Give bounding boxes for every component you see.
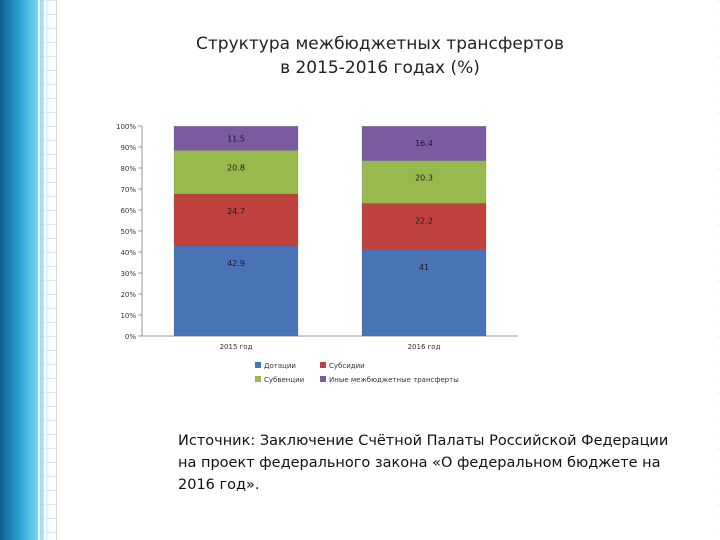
decorative-stripe	[38, 0, 40, 540]
chart-title-line1: Структура межбюджетных трансфертов	[196, 34, 564, 54]
stacked-bar-chart: 0% 10% 20% 30% 40% 50% 60% 70% 80% 90% 100% 42.9 24.…	[116, 123, 518, 384]
y-tick-label: 40%	[120, 249, 136, 257]
legend-swatch	[255, 362, 261, 368]
chart-title: Структура межбюджетных трансфертов в 201…	[150, 32, 610, 80]
data-label: 24.7	[227, 207, 245, 216]
data-label: 42.9	[227, 259, 245, 268]
legend-label: Субвенции	[264, 376, 304, 384]
y-tick-label: 50%	[120, 228, 136, 236]
data-label: 11.5	[227, 134, 245, 143]
source-note: Источник: Заключение Счётной Палаты Росс…	[178, 433, 669, 493]
bar-segment	[361, 160, 487, 204]
data-label: 41	[419, 263, 429, 272]
bar-segment	[361, 125, 487, 161]
y-tick-label: 60%	[120, 207, 136, 215]
data-label: 20.8	[227, 163, 245, 172]
legend-swatch	[320, 376, 326, 382]
y-tick-label: 90%	[120, 144, 136, 152]
y-tick-label: 0%	[125, 333, 136, 341]
y-tick-label: 20%	[120, 291, 136, 299]
y-tick-label: 80%	[120, 165, 136, 173]
decorative-stripe	[44, 0, 46, 540]
bar-segment	[173, 245, 299, 337]
chart-title-line2: в 2015-2016 годах (%)	[280, 58, 480, 78]
data-label: 22.2	[415, 216, 433, 225]
y-tick-label: 10%	[120, 312, 136, 320]
legend-label: Дотации	[264, 362, 296, 370]
bar-segment	[173, 125, 299, 151]
legend-swatch	[255, 376, 261, 382]
legend-label: Иные межбюджетные трансферты	[329, 376, 459, 384]
y-tick-label: 70%	[120, 186, 136, 194]
x-tick-label: 2015 год	[220, 343, 253, 351]
bar-segment	[361, 203, 487, 251]
legend-label: Субсидии	[329, 362, 365, 370]
data-label: 16.4	[415, 139, 433, 148]
decorative-side-band	[0, 0, 50, 540]
bar-segment	[361, 249, 487, 337]
bar-segment	[173, 193, 299, 247]
data-label: 20.3	[415, 174, 433, 183]
y-tick-label: 100%	[116, 123, 136, 131]
y-tick-label: 30%	[120, 270, 136, 278]
x-tick-label: 2016 год	[408, 343, 441, 351]
legend-swatch	[320, 362, 326, 368]
